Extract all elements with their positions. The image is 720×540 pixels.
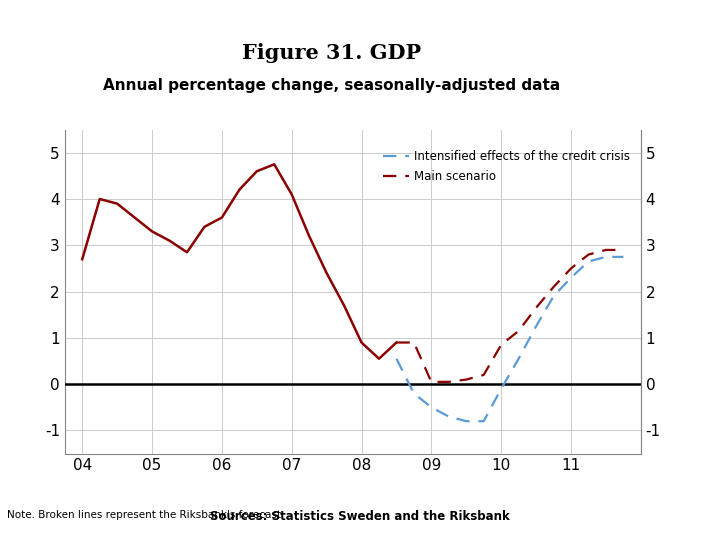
Legend: Intensified effects of the credit crisis, Main scenario: Intensified effects of the credit crisis… [379,145,635,188]
Text: Note. Broken lines represent the Riksbank's forecast: Note. Broken lines represent the Riksban… [7,510,282,521]
Text: Figure 31. GDP: Figure 31. GDP [242,43,420,63]
Text: Sources: Statistics Sweden and the Riksbank: Sources: Statistics Sweden and the Riksb… [210,510,510,523]
Text: SVERIGES
RIKSBANK: SVERIGES RIKSBANK [649,80,693,100]
Text: Annual percentage change, seasonally-adjusted data: Annual percentage change, seasonally-adj… [102,78,560,93]
